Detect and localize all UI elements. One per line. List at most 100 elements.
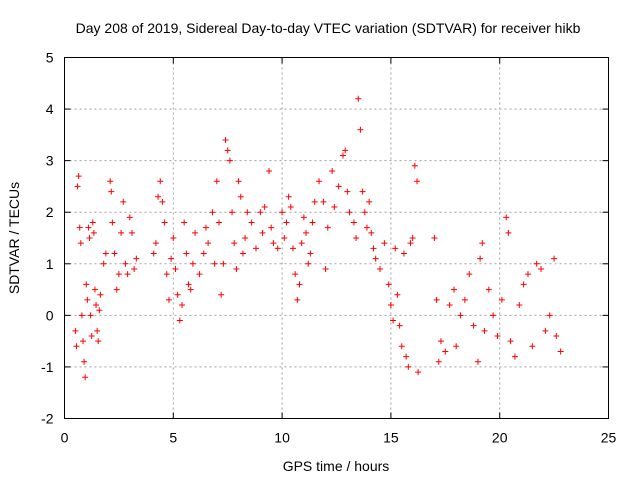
data-point (96, 307, 103, 314)
data-point (252, 245, 259, 252)
data-point (409, 235, 416, 241)
data-point (355, 95, 362, 102)
data-point (551, 255, 558, 262)
data-point (85, 224, 92, 231)
data-point (335, 183, 342, 190)
data-point (94, 327, 101, 334)
data-point (329, 167, 336, 174)
data-points (72, 95, 564, 381)
data-point (259, 229, 266, 236)
data-point (457, 312, 464, 319)
data-point (187, 286, 194, 293)
data-point (479, 240, 486, 247)
data-point (520, 281, 527, 288)
data-point (353, 235, 360, 241)
data-point (89, 219, 96, 226)
y-tick-label: 1 (46, 256, 54, 272)
data-point (331, 204, 338, 211)
data-point (461, 296, 468, 303)
data-point (359, 188, 366, 195)
data-point (150, 250, 157, 257)
data-point (133, 255, 140, 262)
data-point (90, 229, 97, 236)
data-point (283, 219, 290, 226)
data-point (414, 178, 421, 185)
data-point (109, 219, 116, 226)
data-point (86, 235, 93, 241)
x-tick-label: 25 (601, 430, 617, 446)
data-point (431, 235, 438, 241)
data-point (298, 240, 305, 247)
data-point (218, 291, 225, 298)
data-point (170, 235, 177, 241)
x-tick-labels: 0 5 10 15 20 25 (61, 430, 617, 446)
data-point (268, 224, 275, 231)
data-point (235, 178, 242, 185)
x-tick-label: 15 (383, 430, 399, 446)
data-point (87, 312, 94, 319)
data-point (122, 260, 129, 267)
data-point (128, 229, 135, 236)
data-point (398, 343, 405, 350)
data-point (242, 235, 249, 241)
data-point (442, 348, 449, 355)
data-point (511, 353, 518, 360)
y-tick-label: 4 (46, 101, 54, 117)
data-point (81, 358, 88, 365)
data-point (311, 198, 318, 205)
data-point (76, 224, 83, 231)
data-point (161, 219, 168, 226)
data-point (363, 224, 370, 231)
data-point (274, 245, 281, 252)
data-point (209, 209, 216, 216)
data-point (185, 281, 192, 288)
data-point (485, 286, 492, 293)
data-point (494, 332, 501, 339)
data-point (95, 338, 102, 345)
data-point (248, 219, 255, 226)
data-point (126, 214, 133, 221)
data-point (102, 250, 109, 257)
y-tick-label: -2 (41, 411, 54, 427)
data-point (344, 188, 351, 195)
data-point (553, 332, 560, 339)
y-tick-label: 3 (46, 153, 54, 169)
data-point (211, 260, 218, 267)
data-point (200, 250, 207, 257)
data-point (163, 271, 170, 278)
data-point (400, 250, 407, 257)
data-point (435, 358, 442, 365)
data-point (392, 245, 399, 252)
data-point (115, 271, 122, 278)
data-point (205, 240, 212, 247)
data-point (152, 240, 159, 247)
data-point (73, 343, 80, 350)
data-point (281, 235, 288, 241)
data-point (377, 265, 384, 272)
data-point (490, 312, 497, 319)
data-point (77, 240, 84, 247)
data-point (387, 302, 394, 309)
y-tick-label: -1 (41, 359, 54, 375)
data-point (524, 271, 531, 278)
data-point (516, 302, 523, 309)
data-point (542, 327, 549, 334)
data-point (224, 147, 231, 154)
y-tick-label: 2 (46, 204, 54, 220)
data-point (97, 291, 104, 298)
data-point (226, 157, 233, 164)
data-point (340, 152, 347, 159)
data-point (287, 204, 294, 211)
data-point (474, 358, 481, 365)
data-point (453, 343, 460, 350)
data-point (244, 209, 251, 216)
data-point (176, 317, 183, 324)
data-point (346, 209, 353, 216)
data-point (394, 291, 401, 298)
data-point (213, 178, 220, 185)
data-point (292, 271, 299, 278)
data-point (366, 198, 373, 205)
data-point (172, 265, 179, 272)
data-point (498, 296, 505, 303)
data-point (131, 265, 138, 272)
